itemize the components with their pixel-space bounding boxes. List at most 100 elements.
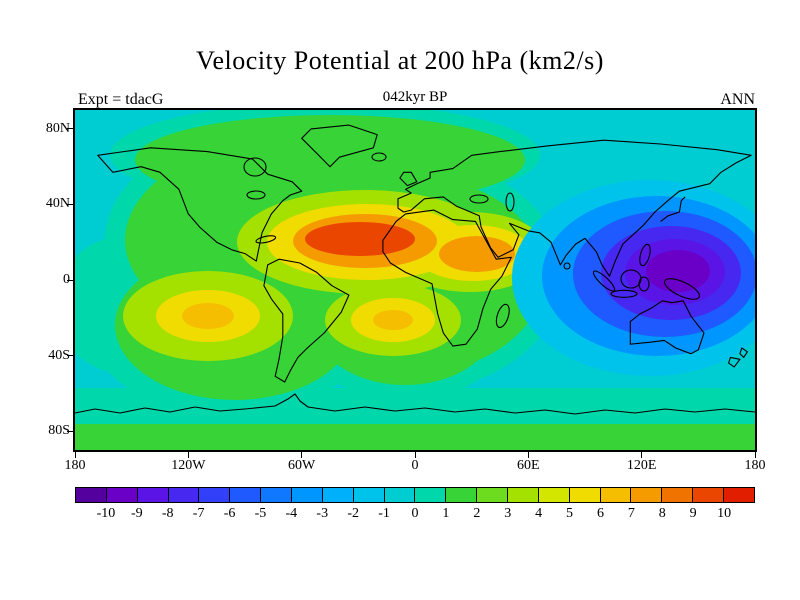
- coastline-new-zealand: [728, 347, 748, 368]
- coastline-caspian-sea: [505, 192, 515, 212]
- colorbar-tick-label: -6: [223, 506, 236, 521]
- lon-tick-label: 180: [64, 458, 86, 473]
- colorbar-tick-label: 2: [473, 506, 481, 521]
- lon-tick-label: 0: [411, 458, 419, 473]
- coastline-british-isles: [399, 171, 418, 187]
- lon-tick-label: 60E: [517, 458, 540, 473]
- experiment-label: Expt = tdacG: [78, 91, 164, 108]
- colorbar-tick-label: -9: [130, 506, 143, 521]
- colorbar-cell: [106, 488, 138, 502]
- lon-tick-label: 120W: [171, 458, 206, 473]
- colorbar-tick-label: -5: [254, 506, 267, 521]
- axis-tick-lat: [67, 128, 73, 130]
- colorbar-tick-label: 9: [689, 506, 697, 521]
- lat-tick-label: 40N: [45, 196, 70, 212]
- axis-tick-lat: [67, 355, 73, 357]
- time-label: 042kyr BP: [382, 89, 448, 105]
- lat-tick-label: 80N: [45, 120, 70, 136]
- colorbar-tick-label: 6: [596, 506, 604, 521]
- axis-tick-lon: [74, 452, 76, 458]
- colorbar-cell: [477, 488, 509, 502]
- colorbar-cell: [230, 488, 262, 502]
- colorbar-cell: [538, 488, 570, 502]
- colorbar-tick-label: -1: [378, 506, 390, 521]
- contour-field: [75, 110, 755, 450]
- colorbar-tick-label: -10: [96, 506, 116, 521]
- coastline-north-america: [97, 147, 303, 262]
- colorbar-tick-label: 0: [411, 506, 419, 521]
- colorbar-cell: [631, 488, 663, 502]
- colorbar-tick-label: -4: [285, 506, 298, 521]
- axis-tick-lat: [67, 430, 73, 432]
- lat-tick-label: 0: [26, 272, 70, 288]
- colorbar-tick-label: 3: [504, 506, 512, 521]
- colorbar-cell: [415, 488, 447, 502]
- colorbar-cell: [569, 488, 601, 502]
- colorbar-cell: [137, 488, 169, 502]
- coastline-south-america: [263, 258, 350, 383]
- colorbar-tick-label: 1: [442, 506, 450, 521]
- colorbar-tick-label: -2: [347, 506, 360, 521]
- colorbar-cell: [199, 488, 231, 502]
- coastline-australia: [629, 300, 705, 355]
- colorbar-cell: [261, 488, 293, 502]
- coastline-sumatra: [592, 270, 616, 292]
- coastline-iceland: [371, 152, 387, 162]
- coastline-hudson-bay: [243, 157, 267, 177]
- colorbar-cell: [292, 488, 323, 502]
- colorbar-tick-label: -8: [161, 506, 174, 521]
- axis-tick-lon: [641, 452, 643, 458]
- coastline-madagascar: [495, 303, 510, 328]
- lon-tick-label: 60W: [288, 458, 316, 473]
- coastline-africa: [382, 209, 512, 347]
- coastline-java: [610, 289, 638, 298]
- coastlines: [75, 124, 755, 415]
- axis-tick-lon: [301, 452, 303, 458]
- colorbar-tick-label: 7: [627, 506, 635, 521]
- season-label: ANN: [720, 91, 755, 108]
- coastline-cuba: [255, 235, 277, 244]
- coastline-greenland: [301, 124, 378, 168]
- lat-tick-label: 40S: [48, 347, 70, 363]
- colorbar-tick-label: 8: [658, 506, 666, 521]
- lat-tick-label: 80S: [48, 423, 70, 439]
- colorbar-tick-label: -7: [192, 506, 205, 521]
- page-title: Velocity Potential at 200 hPa (km2/s): [196, 46, 604, 75]
- colorbar-cell: [600, 488, 632, 502]
- axis-tick-lat: [67, 279, 73, 281]
- colorbar-cell: [322, 488, 354, 502]
- colorbar-tick-label: -3: [316, 506, 329, 521]
- map-canvas: [75, 110, 755, 450]
- colorbar-tick-label: 5: [566, 506, 574, 521]
- colorbar-tick-label: 10: [717, 506, 732, 521]
- coastline-new-guinea: [663, 278, 701, 300]
- axis-tick-lon: [527, 452, 529, 458]
- colorbar-cell: [384, 488, 416, 502]
- colorbar-cell: [446, 488, 478, 502]
- coastline-japan: [660, 196, 686, 222]
- colorbar-cell: [353, 488, 385, 502]
- coastline-eurasia: [397, 139, 752, 277]
- lon-tick-label: 120E: [626, 458, 657, 473]
- coastline-antarctica: [75, 393, 755, 415]
- colorbar-tick-label: 4: [535, 506, 543, 521]
- colorbar-cell: [508, 488, 539, 502]
- coastline-great-lakes: [246, 190, 266, 200]
- lon-tick-label: 180: [744, 458, 766, 473]
- coastline-black-sea: [469, 194, 489, 204]
- colorbar-cell: [76, 488, 107, 502]
- map-frame: [73, 108, 757, 452]
- colorbar-cell: [662, 488, 694, 502]
- colorbar-cell: [168, 488, 200, 502]
- axis-tick-lat: [67, 203, 73, 205]
- axis-tick-lon: [187, 452, 189, 458]
- contour-band-red-core: [305, 222, 415, 256]
- colorbar-cell: [724, 488, 754, 502]
- colorbar: [75, 487, 755, 503]
- axis-tick-lon: [414, 452, 416, 458]
- axis-tick-lon: [754, 452, 756, 458]
- colorbar-cell: [693, 488, 725, 502]
- coastline-sri-lanka: [563, 262, 571, 270]
- coastline-philippines: [639, 243, 651, 267]
